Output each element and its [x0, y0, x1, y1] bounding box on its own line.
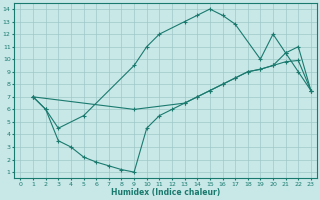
X-axis label: Humidex (Indice chaleur): Humidex (Indice chaleur) [111, 188, 220, 197]
